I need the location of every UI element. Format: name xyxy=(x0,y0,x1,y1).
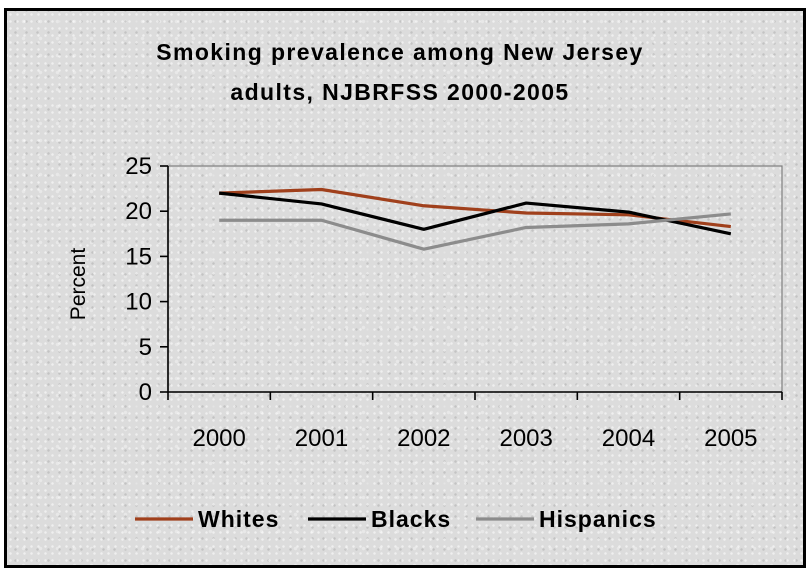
x-tick-label: 2005 xyxy=(704,425,757,452)
plot-area: 0 5 10 15 20 25 2000 2001 2002 2003 2004 2005 xyxy=(125,153,783,452)
plot-border xyxy=(167,165,783,393)
x-tick-label: 2003 xyxy=(499,425,552,452)
y-tick-label: 0 xyxy=(139,379,152,406)
chart-title-line-1: Smoking prevalence among New Jersey xyxy=(156,39,643,65)
y-tick-label: 15 xyxy=(125,243,152,270)
legend-label-hispanics: Hispanics xyxy=(539,506,657,532)
legend: Whites Blacks Hispanics xyxy=(135,506,657,532)
legend-label-blacks: Blacks xyxy=(371,506,451,532)
x-tick-label: 2002 xyxy=(397,425,450,452)
y-tick-label: 25 xyxy=(125,153,152,180)
line-chart: Smoking prevalence among New Jersey adul… xyxy=(67,39,783,532)
series-lines xyxy=(218,187,732,251)
x-tick-label: 2001 xyxy=(295,425,348,452)
x-tick-label: 2000 xyxy=(192,425,245,452)
tick-labels: 0 5 10 15 20 25 2000 2001 2002 2003 2004 2005 xyxy=(125,153,757,452)
y-tick-label: 5 xyxy=(139,334,152,361)
y-axis-title: Percent xyxy=(67,248,90,321)
chart-frame xyxy=(4,8,806,568)
legend-label-whites: Whites xyxy=(198,506,279,532)
x-tick-label: 2004 xyxy=(602,425,655,452)
y-tick-label: 20 xyxy=(125,198,152,225)
series-line-hispanics xyxy=(219,212,731,251)
axes xyxy=(160,165,783,400)
y-tick-label: 10 xyxy=(125,289,152,316)
series-line-blacks xyxy=(218,191,732,236)
chart-title-line-2: adults, NJBRFSS 2000-2005 xyxy=(230,79,569,105)
